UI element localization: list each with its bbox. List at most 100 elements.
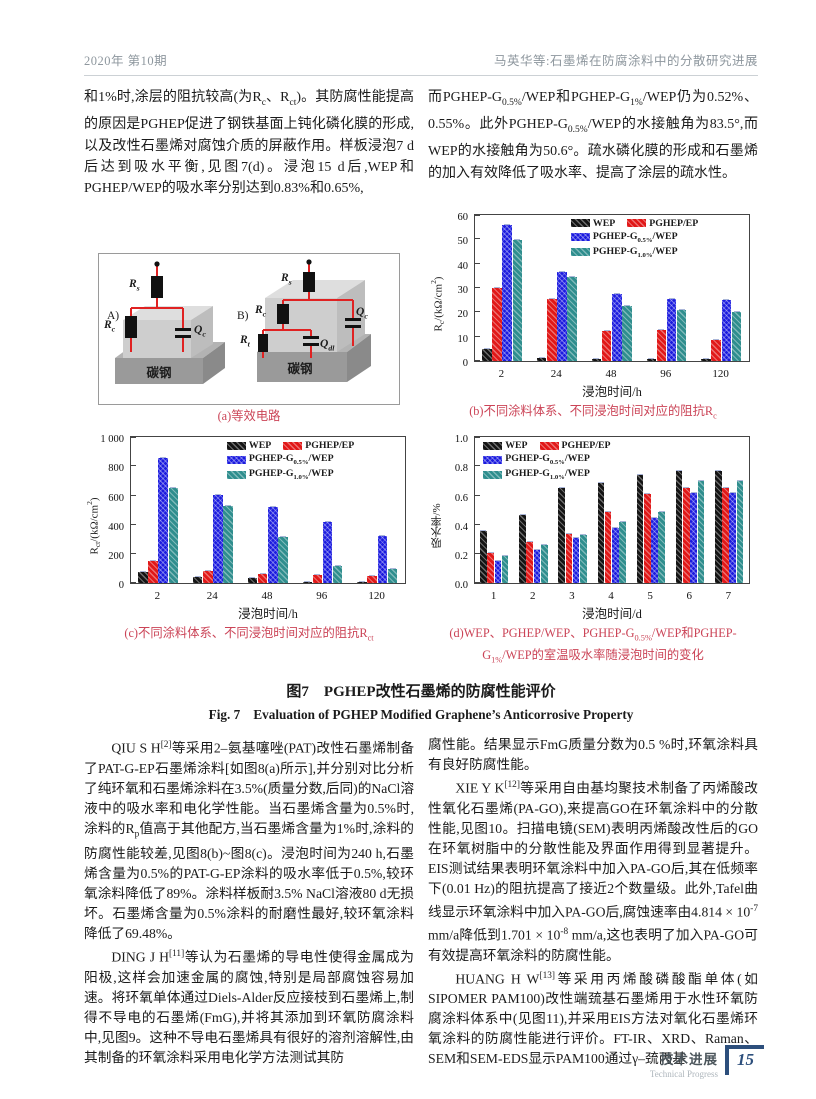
legend-label: WEP [505,440,528,452]
error-bar [379,534,386,536]
legend-label: PGHEP/EP [649,217,699,229]
chart-bar [666,299,677,361]
x-axis-tick-label: 1 [490,590,497,603]
chart-legend: WEP PGHEP/EP PGHEP-G0.5%/WEP PGHEP-G1.0%/WE… [570,218,698,261]
page-footer: 技术进展 Technical Progress 15 [650,1045,764,1079]
y-axis-tick-label: 1 000 [100,434,124,446]
chart-bar [646,358,657,361]
error-bar [733,311,740,313]
error-bar [324,520,331,522]
error-bar [676,469,683,471]
legend-label: PGHEP/EP [305,440,355,452]
error-bar [573,537,580,539]
error-bar [359,580,366,582]
x-axis-tick-label: 2 [529,590,536,603]
y-axis-tick-mark [475,523,480,525]
chart-bar [223,505,233,584]
y-axis-tick-mark [475,553,480,555]
error-bar [619,520,626,522]
error-bar [304,580,311,582]
circuit-diagram-svg [115,259,371,385]
legend-label: PGHEP-G0.5%/WEP [592,230,678,244]
y-axis-tick-label: 0.4 [454,521,468,533]
circuit-b-steel-label: 碳钢 [287,362,313,377]
chart-plot-area: WEP PGHEP/EP PGHEP-G0.5%/WEP PGHEP-G1.0%/WE… [474,436,750,585]
figure-title-cn: 图7 PGHEP改性石墨烯的防腐性能评价 [286,684,556,701]
y-axis-tick-label: 20 [457,309,469,321]
error-bar [483,348,490,350]
y-axis-tick-label: 50 [457,236,469,248]
header-rule [84,75,758,76]
chart-bar [203,570,213,584]
y-axis-tick-mark [475,214,480,216]
chart-bar [247,577,258,584]
intro-right-column: 而PGHEP-G0.5%/WEP和PGHEP-G1%/WEP仍为0.52%、0.… [428,87,758,200]
chart-bar [591,358,602,361]
legend-item: PGHEP/EP [283,440,354,451]
error-bar [502,554,509,556]
chart-bar [711,340,721,361]
chart-bar [357,581,367,584]
error-bar [369,574,376,576]
error-bar [648,357,655,359]
legend-row: WEP PGHEP/EP [570,218,698,229]
circuit-a-rc-label: Rc [104,319,116,334]
error-bar [623,304,630,306]
y-axis-label: 吸水率/% [431,503,443,549]
y-axis-tick-label: 400 [108,521,124,533]
chart-bar [721,300,732,361]
error-bar [160,457,167,459]
chart-bar [492,288,502,361]
circuit-a-steel-label: 碳钢 [146,366,172,381]
chart-bar [622,305,632,361]
body-left-column: QIU S H[2]等采用2–氨基噻唑(PAT)改性石墨烯制备了PAT-G-EP… [84,735,414,1069]
error-bar [658,510,665,512]
chart-bar [601,330,612,361]
chart-bar [322,521,333,584]
legend-item: PGHEP-G1.0%/WEP [483,468,590,481]
x-axis-tick-label: 4 [608,590,614,603]
x-axis-tick-label: 2 [154,590,161,603]
error-bar [494,560,501,562]
header-issue: 2020年 第10期 [84,54,168,68]
chart-bar [612,527,619,584]
x-axis-tick-label: 96 [660,367,672,380]
figure-panel-c: WEP PGHEP/EP PGHEP-G0.5%/WEP PGHEP-G1.0%/WE… [84,430,414,668]
error-bar [538,357,545,359]
y-axis-tick-mark [475,582,480,584]
chart-bar [480,530,487,584]
legend-swatch [483,441,503,450]
x-axis-tick-label: 120 [368,590,385,603]
page-header: 2020年 第10期 马英华等:石墨烯在防腐涂料中的分散研究进展 [84,50,758,69]
legend-item: PGHEP-G0.5%/WEP [483,453,590,466]
circuit-b-rt-label: Rt [240,334,250,349]
error-bar [541,544,548,546]
error-bar [636,474,643,476]
x-axis-tick-label: 6 [686,590,693,603]
y-axis-tick-mark [475,262,480,264]
chart-bar [494,561,502,584]
error-bar [279,535,286,537]
error-bar [597,481,604,483]
paragraph: HUANG H W[13]等采用丙烯酸磷酸酯单体(如SIPOMER PAM100… [428,970,758,1067]
legend-item: PGHEP/EP [627,218,698,229]
circuit-a-rs-label: Rs [129,278,140,293]
legend-label: PGHEP-G0.5%/WEP [248,453,334,467]
paragraph: 而PGHEP-G0.5%/WEP和PGHEP-G1%/WEP仍为0.52%、0.… [428,90,759,181]
error-bar [494,287,501,289]
error-bar [729,491,736,493]
legend-item: PGHEP-G1.0%/WEP [570,245,678,259]
y-axis-tick-label: 200 [108,551,124,563]
x-axis-tick-label: 24 [206,590,218,603]
legend-swatch [226,441,246,450]
error-bar [683,487,690,489]
circuit-b-qc-label: Qc [356,306,368,321]
error-bar [580,534,587,536]
chart-bar [572,538,580,584]
error-bar [668,298,675,300]
chart-bar [658,511,666,584]
chart-bar [268,506,278,584]
legend-label: PGHEP-G1.0%/WEP [592,245,678,259]
error-bar [225,504,232,506]
y-axis-tick-label: 600 [108,492,124,504]
